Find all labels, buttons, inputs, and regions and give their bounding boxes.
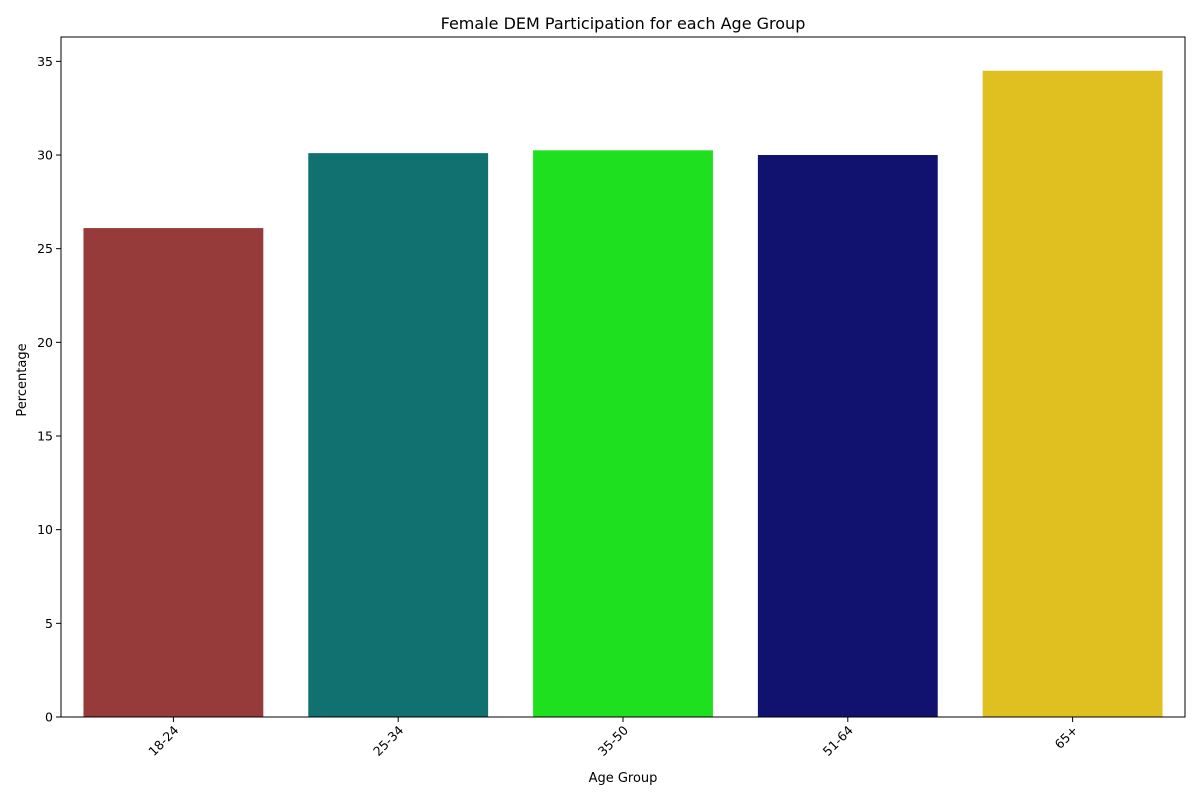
plot-frame — [60, 36, 1186, 718]
y-axis-label: Percentage — [15, 343, 30, 416]
y-tick-label: 0 — [45, 710, 53, 725]
bar-25-34 — [308, 153, 489, 717]
bar-65+ — [982, 70, 1163, 718]
bars-group — [83, 70, 1163, 718]
x-axis-label: Age Group — [589, 771, 658, 786]
bar-18-24 — [83, 228, 264, 717]
x-tick-label: 18-24 — [145, 722, 181, 758]
y-tick-label: 20 — [37, 335, 53, 350]
y-tick-label: 5 — [45, 616, 53, 631]
x-tick-label: 65+ — [1051, 723, 1080, 752]
chart-title: Female DEM Participation for each Age Gr… — [441, 14, 806, 33]
x-axis-ticks: 18-24 25-34 35-50 51-64 65+ — [145, 717, 1081, 759]
x-tick-label: 25-34 — [370, 722, 406, 758]
y-tick-label: 25 — [37, 241, 53, 256]
bar-51-64 — [757, 155, 938, 717]
y-tick-label: 30 — [37, 148, 53, 163]
x-tick-label: 35-50 — [595, 722, 631, 758]
y-tick-label: 10 — [37, 522, 53, 537]
y-axis-ticks: 0 5 10 15 20 25 30 35 — [37, 54, 61, 725]
x-tick-label: 51-64 — [820, 722, 856, 758]
y-tick-label: 35 — [37, 54, 53, 69]
bar-35-50 — [533, 150, 713, 718]
y-tick-label: 15 — [37, 429, 53, 444]
